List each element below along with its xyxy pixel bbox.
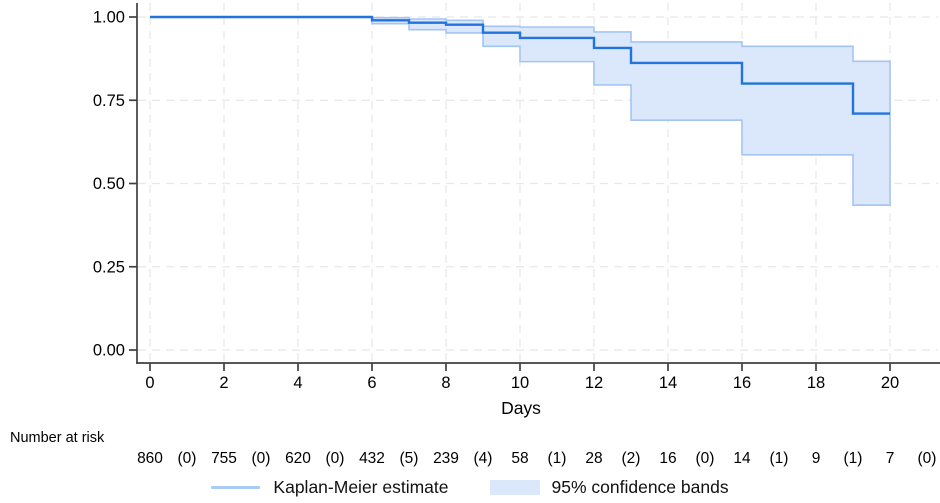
risk-events-count: (0) <box>325 450 345 467</box>
legend-label-km: Kaplan-Meier estimate <box>273 477 449 497</box>
x-tick-label: 18 <box>807 374 825 392</box>
x-tick-label: 4 <box>293 374 302 392</box>
risk-events-count: (0) <box>251 450 271 467</box>
risk-table: Number at risk 860 (0) 755 (0) 620 (0) 432 (5) 2… <box>0 425 940 472</box>
x-tick-label: 10 <box>511 374 529 392</box>
y-tick-label: 0.50 <box>93 175 125 193</box>
risk-events-count: (1) <box>843 450 863 467</box>
legend-item-km: Kaplan-Meier estimate <box>211 477 449 498</box>
legend-label-ci: 95% confidence bands <box>551 477 729 497</box>
risk-count: 7 <box>885 450 895 467</box>
x-tick-label: 12 <box>585 374 603 392</box>
km-line-swatch-icon <box>211 486 261 489</box>
risk-count: 9 <box>811 450 821 467</box>
y-tick-label: 0.00 <box>93 342 125 360</box>
risk-events-count: (5) <box>399 450 419 467</box>
risk-count: 58 <box>511 450 529 467</box>
x-tick-label: 16 <box>733 374 751 392</box>
x-tick-label: 6 <box>367 374 376 392</box>
y-tick-label: 0.25 <box>93 258 125 276</box>
x-tick-label: 0 <box>145 374 154 392</box>
risk-count: 28 <box>585 450 603 467</box>
risk-events-count: (4) <box>473 450 493 467</box>
risk-table-label: Number at risk <box>10 430 105 446</box>
confidence-band <box>371 16 891 206</box>
risk-count: 14 <box>733 450 751 467</box>
risk-count: 755 <box>211 450 237 467</box>
x-tick-label: 20 <box>881 374 899 392</box>
risk-events-count: (0) <box>177 450 197 467</box>
y-tick-label: 1.00 <box>93 9 125 27</box>
risk-count: 432 <box>359 450 385 467</box>
y-tick-label: 0.75 <box>93 92 125 110</box>
x-axis-title: Days <box>501 398 541 418</box>
risk-events-count: (0) <box>917 450 937 467</box>
x-tick-label: 8 <box>441 374 450 392</box>
legend-item-ci: 95% confidence bands <box>489 477 729 498</box>
legend: Kaplan-Meier estimate 95% confidence ban… <box>0 472 940 503</box>
risk-count: 239 <box>433 450 459 467</box>
x-tick-label: 2 <box>219 374 228 392</box>
km-plot-canvas: 0.00 0.25 0.50 0.75 1.00 0 2 4 6 8 10 12 14 16 18 20 Day… <box>93 3 940 418</box>
risk-count: 860 <box>137 450 163 467</box>
risk-events-count: (2) <box>621 450 641 467</box>
km-estimate-line <box>150 15 890 115</box>
risk-events-count: (1) <box>769 450 789 467</box>
risk-count: 16 <box>659 450 677 467</box>
confidence-band-swatch-icon <box>489 480 540 495</box>
x-tick-label: 14 <box>659 374 677 392</box>
risk-events-count: (0) <box>695 450 715 467</box>
risk-events-count: (1) <box>547 450 567 467</box>
risk-count: 620 <box>285 450 311 467</box>
